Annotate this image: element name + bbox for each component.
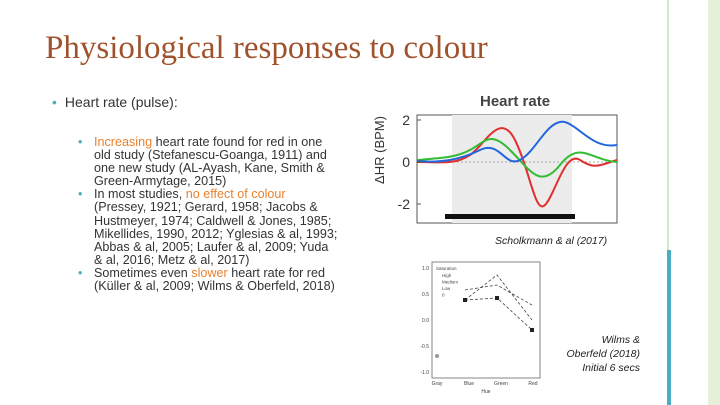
- legend-entry: High: [442, 273, 452, 278]
- x-label: Hue: [481, 389, 490, 395]
- y-tick-label: 1.0: [422, 266, 429, 272]
- y-tick-label: -2: [398, 196, 411, 212]
- caption: Scholkmann & al (2017): [495, 235, 608, 247]
- x-tick-label: Red: [528, 381, 537, 387]
- text: heart rate found for red in one old stud…: [94, 135, 327, 189]
- legend-entry: 0: [442, 293, 445, 298]
- legend-title: Saturation: [436, 266, 457, 271]
- y-tick-label: 0: [402, 154, 410, 170]
- x-tick-label: Gray: [432, 381, 443, 387]
- sub-bullets: Increasing heart rate found for red in o…: [78, 135, 340, 294]
- sub-bullet: Sometimes even slower heart rate for red…: [78, 265, 340, 294]
- legend-entry: Medium: [442, 280, 458, 285]
- figure-hue: [431, 261, 541, 379]
- x-tick-label: Green: [494, 381, 508, 387]
- figure-heart-rate: Heart rate ΔHR (BPM): [370, 88, 620, 234]
- highlight: slower: [191, 265, 228, 280]
- bullet: • Heart rate (pulse):: [52, 94, 178, 110]
- highlight: no effect of colour: [185, 187, 286, 202]
- y-label: ΔHR (BPM): [372, 116, 387, 184]
- text: (Pressey, 1921; Gerard, 1958; Jacobs & H…: [94, 200, 338, 267]
- text: In most studies,: [94, 187, 186, 202]
- text: heart rate for red (Küller & al, 2009; W…: [94, 265, 335, 294]
- y-tick-label: 2: [402, 112, 410, 128]
- bullet-text: Heart rate (pulse):: [64, 94, 178, 110]
- y-tick-label: 0.5: [422, 292, 429, 298]
- caption-line: Oberfeld (2018): [566, 348, 640, 360]
- x-tick-label: Blue: [464, 381, 474, 387]
- text: Sometimes even: [94, 265, 192, 280]
- y-tick-label: -1.0: [420, 370, 429, 376]
- sub-bullet: Increasing heart rate found for red in o…: [78, 135, 340, 189]
- y-tick-label: -0.5: [420, 344, 429, 350]
- y-tick-label: 0.0: [422, 318, 429, 324]
- sub-bullet: In most studies, no effect of colour (Pr…: [78, 188, 340, 267]
- caption-line: Initial 6 secs: [582, 362, 640, 374]
- caption: Wilms & Oberfeld (2018) Initial 6 secs: [566, 333, 640, 375]
- highlight: Increasing: [94, 135, 153, 149]
- slide-title: Physiological responses to colour: [45, 30, 488, 66]
- caption-line: Wilms &: [601, 334, 640, 346]
- legend-entry: Low: [442, 286, 451, 291]
- figure-title: Heart rate: [480, 93, 550, 110]
